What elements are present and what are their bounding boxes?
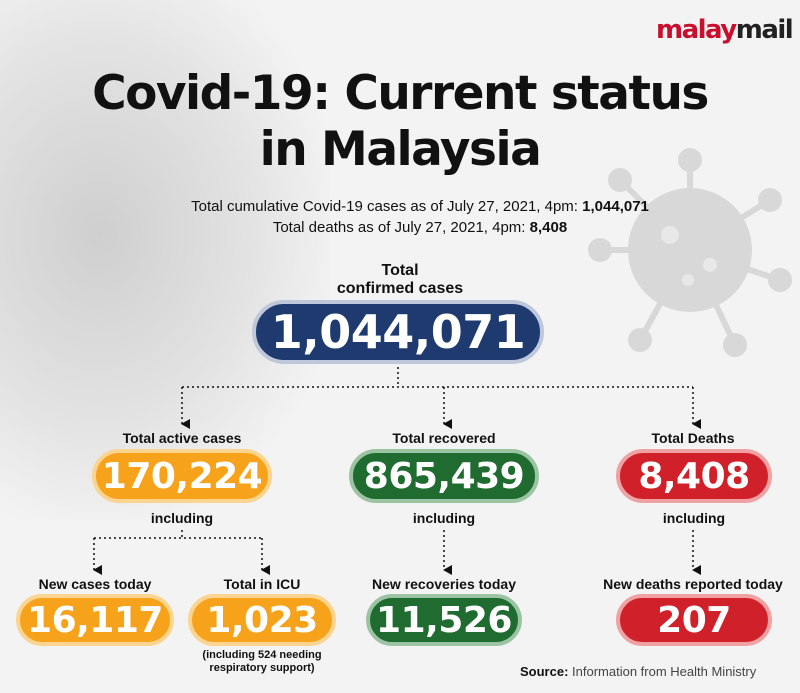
virus-illustration-icon	[588, 148, 792, 357]
deaths-label: Total Deaths	[651, 430, 735, 446]
page-title-line2: in Malaysia	[259, 122, 542, 177]
new-deaths-label: New deaths reported today	[603, 576, 783, 592]
total-confirmed-value: 1,044,071	[252, 300, 544, 364]
deaths-including-label: including	[662, 510, 726, 526]
active-cases-value: 170,224	[92, 449, 272, 503]
total-confirmed-label: Total confirmed cases	[336, 262, 464, 297]
page-title-line1: Covid-19: Current status	[92, 66, 709, 121]
new-recoveries-label: New recoveries today	[372, 576, 516, 592]
icu-value: 1,023	[188, 594, 336, 646]
background-photo-area	[0, 0, 330, 520]
deaths-value: 8,408	[616, 449, 772, 503]
recovered-including-label: including	[412, 510, 476, 526]
new-cases-value: 16,117	[16, 594, 174, 646]
active-cases-label: Total active cases	[122, 430, 242, 446]
recovered-label: Total recovered	[392, 430, 496, 446]
recovered-value: 865,439	[349, 449, 539, 503]
malaymail-logo: malaymail	[656, 15, 794, 45]
active-including-label: including	[150, 510, 214, 526]
new-recoveries-value: 11,526	[366, 594, 522, 646]
source-credit: Source: Information from Health Ministry	[520, 664, 757, 679]
icu-label: Total in ICU	[223, 576, 301, 592]
total-deaths-line: Total deaths as of July 27, 2021, 4pm: 8…	[272, 219, 568, 236]
new-deaths-value: 207	[616, 594, 772, 646]
new-cases-label: New cases today	[38, 576, 152, 592]
icu-note: (including 524 needing respiratory suppor…	[202, 649, 322, 674]
cumulative-cases-line: Total cumulative Covid-19 cases as of Ju…	[191, 198, 649, 215]
